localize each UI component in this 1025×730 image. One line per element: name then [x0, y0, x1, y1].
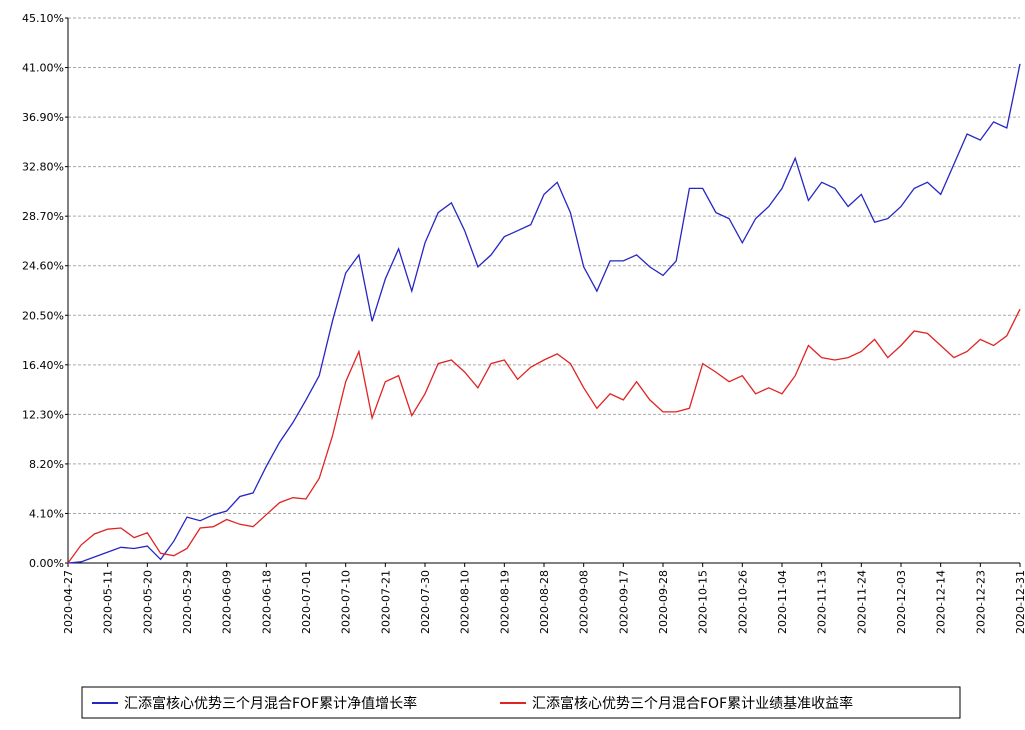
- x-tick-label: 2020-12-14: [935, 570, 948, 634]
- x-tick-label: 2020-07-30: [419, 570, 432, 634]
- x-tick-label: 2020-05-11: [102, 570, 115, 634]
- x-tick-label: 2020-08-28: [538, 570, 551, 634]
- series-line: [67, 308, 1021, 564]
- y-tick-label: 41.00%: [22, 62, 64, 75]
- x-tick-label: 2020-06-09: [221, 570, 234, 634]
- x-tick-label: 2020-06-18: [260, 570, 273, 634]
- x-tick-label: 2020-09-28: [657, 570, 670, 634]
- x-tick-label: 2020-12-31: [1014, 570, 1025, 634]
- x-tick-label: 2020-05-20: [141, 570, 154, 634]
- x-tick-label: 2020-08-19: [498, 570, 511, 634]
- y-tick-label: 8.20%: [29, 458, 64, 471]
- x-tick-label: 2020-05-29: [181, 570, 194, 634]
- y-tick-label: 45.10%: [22, 12, 64, 25]
- x-tick-label: 2020-09-17: [617, 570, 630, 634]
- y-tick-label: 20.50%: [22, 309, 64, 322]
- x-tick-label: 2020-09-08: [578, 570, 591, 634]
- y-tick-label: 12.30%: [22, 408, 64, 421]
- y-tick-label: 36.90%: [22, 111, 64, 124]
- y-tick-label: 32.80%: [22, 161, 64, 174]
- y-tick-label: 4.10%: [29, 507, 64, 520]
- y-tick-label: 16.40%: [22, 359, 64, 372]
- x-tick-label: 2020-04-27: [62, 570, 75, 634]
- x-tick-label: 2020-07-01: [300, 570, 313, 634]
- y-tick-label: 28.70%: [22, 210, 64, 223]
- x-tick-label: 2020-07-21: [379, 570, 392, 634]
- series-line: [67, 63, 1021, 564]
- legend-label: 汇添富核心优势三个月混合FOF累计净值增长率: [124, 695, 417, 712]
- x-tick-label: 2020-11-04: [776, 570, 789, 634]
- x-tick-label: 2020-12-23: [974, 570, 987, 634]
- y-tick-label: 0.00%: [29, 557, 64, 570]
- x-tick-label: 2020-07-10: [340, 570, 353, 634]
- x-tick-label: 2020-11-13: [816, 570, 829, 634]
- x-tick-label: 2020-10-26: [736, 570, 749, 634]
- x-tick-label: 2020-11-24: [855, 570, 868, 634]
- x-tick-label: 2020-08-10: [459, 570, 472, 634]
- legend-box: [81, 686, 961, 719]
- x-tick-label: 2020-12-03: [895, 570, 908, 634]
- x-tick-label: 2020-10-15: [697, 570, 710, 634]
- legend-label: 汇添富核心优势三个月混合FOF累计业绩基准收益率: [532, 695, 853, 712]
- y-tick-label: 24.60%: [22, 260, 64, 273]
